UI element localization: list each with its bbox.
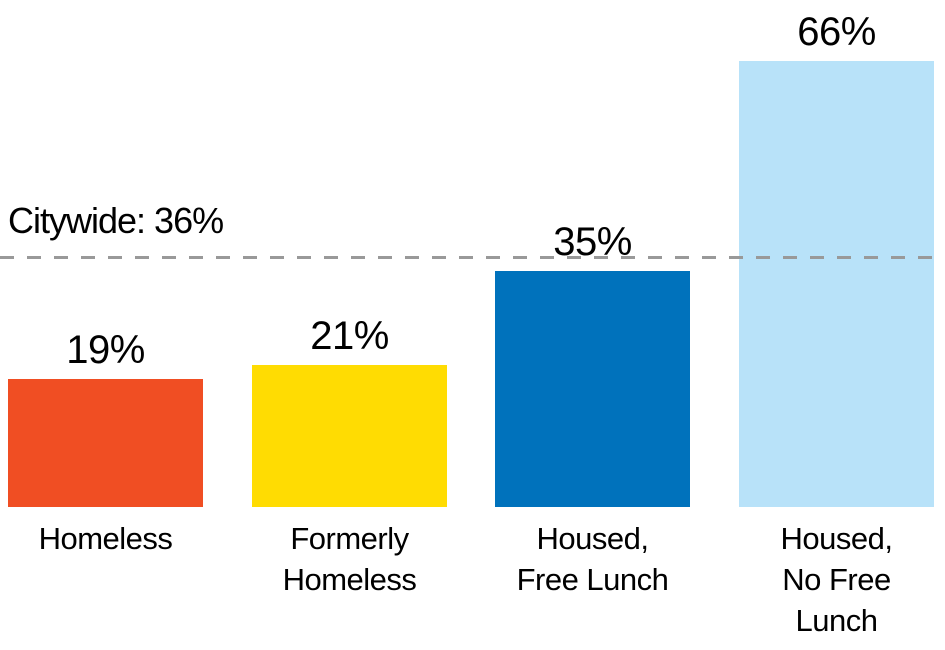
bar-housed-no-free-lunch <box>739 61 934 507</box>
bar-group-homeless: 19% Homeless <box>8 0 203 650</box>
bar-formerly-homeless <box>252 365 447 507</box>
bar-value-label: 21% <box>310 314 389 358</box>
bar-group-formerly-homeless: 21% Formerly Homeless <box>252 0 447 650</box>
bar-group-housed-free-lunch: 35% Housed, Free Lunch <box>495 0 690 650</box>
bar-value-label: 35% <box>553 220 632 264</box>
bar-category-label: Housed, No Free Lunch <box>780 521 893 638</box>
bar-housed-free-lunch <box>495 271 690 507</box>
bar-value-label: 66% <box>797 10 876 54</box>
bar-value-label: 19% <box>66 328 145 372</box>
bar-category-label: Formerly Homeless <box>282 521 417 597</box>
bar-category-label: Homeless <box>38 521 173 556</box>
reference-dashed-line <box>0 256 945 259</box>
bar-group-housed-no-free-lunch: 66% Housed, No Free Lunch <box>739 0 934 650</box>
reference-line-label: Citywide: 36% <box>8 200 224 241</box>
bar-homeless <box>8 379 203 507</box>
bar-category-label: Housed, Free Lunch <box>516 521 669 597</box>
